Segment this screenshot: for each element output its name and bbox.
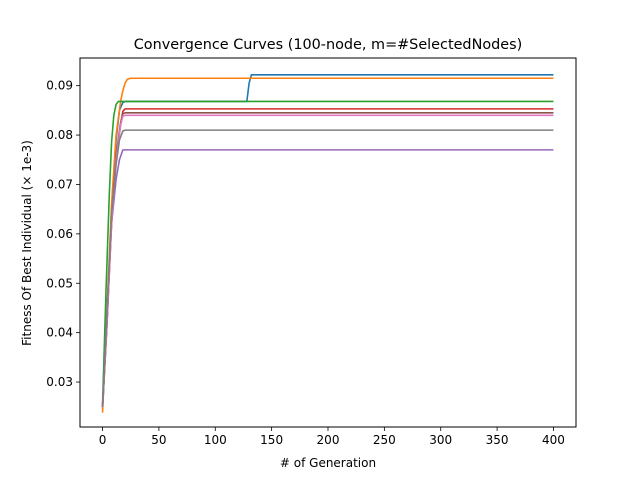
x-tick-label: 350 xyxy=(486,433,509,447)
series-line-6 xyxy=(101,112,554,407)
x-tick-label: 400 xyxy=(542,433,565,447)
y-tick-label: 0.05 xyxy=(46,276,73,290)
axis-layer: 0 50 100 150 200 250 300 350 400 0.03 0.04 0.05 0.06… xyxy=(46,79,565,447)
series-line-5 xyxy=(101,149,554,407)
x-tick-label: 100 xyxy=(204,433,227,447)
series-line-1 xyxy=(101,74,554,410)
x-tick-label: 50 xyxy=(151,433,166,447)
y-tick-label: 0.03 xyxy=(46,375,73,389)
series-line-8 xyxy=(101,129,554,407)
series-line-4 xyxy=(101,108,554,407)
series-layer xyxy=(101,74,554,413)
series-line-2 xyxy=(101,77,554,413)
y-tick-label: 0.08 xyxy=(46,128,73,142)
chart-title: Convergence Curves (100-node, m=#Selecte… xyxy=(134,37,523,53)
x-tick-label: 300 xyxy=(429,433,452,447)
plot-frame xyxy=(79,57,577,428)
y-tick-label: 0.04 xyxy=(46,326,73,340)
series-line-7 xyxy=(101,114,554,407)
y-tick-label: 0.09 xyxy=(46,79,73,93)
x-tick-label: 250 xyxy=(373,433,396,447)
series-line-3 xyxy=(101,100,554,405)
y-tick-label: 0.06 xyxy=(46,227,73,241)
y-tick-label: 0.07 xyxy=(46,177,73,191)
x-tick-label: 200 xyxy=(317,433,340,447)
x-tick-label: 150 xyxy=(260,433,283,447)
x-axis-label: # of Generation xyxy=(280,456,376,470)
y-axis-label: Fitness Of Best Individual (× 1e-3) xyxy=(20,140,34,346)
x-tick-label: 0 xyxy=(99,433,107,447)
